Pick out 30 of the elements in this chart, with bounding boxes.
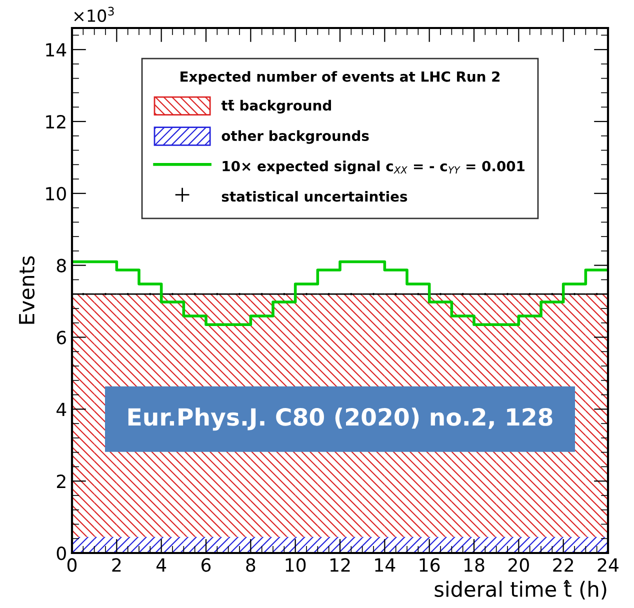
x-tick-label: 14 <box>375 558 396 572</box>
legend-label: tt̄ background <box>221 100 331 114</box>
x-tick-label: 10 <box>286 558 306 572</box>
y-axis-title: Events <box>19 256 35 324</box>
y-tick-label: 6 <box>56 330 66 344</box>
x-tick-label: 16 <box>420 558 440 572</box>
legend-label: 10× expected signal c$_{XX}$ = - c$_{YY}$ = 0.001 <box>222 160 524 174</box>
y-tick-label: 10 <box>46 186 66 201</box>
x-tick-label: 4 <box>156 558 166 572</box>
x-axis-title: sideral time t̂ (h) <box>434 580 606 600</box>
legend-title: Expected number of events at LHC Run 2 <box>180 71 500 85</box>
x-tick-label: 0 <box>67 558 77 572</box>
y-tick-label: 2 <box>56 474 66 488</box>
x-tick-label: 22 <box>553 558 574 572</box>
x-tick-label: 2 <box>112 558 121 572</box>
x-tick-label: 6 <box>202 558 211 572</box>
annotation: Eur.Phys.J. C80 (2020) no.2, 128 <box>128 408 552 431</box>
x-tick-label: 12 <box>330 558 350 572</box>
y-tick-label: 0 <box>56 546 66 560</box>
x-tick-label: 24 <box>598 558 618 572</box>
text: ×10$^{3}$ <box>74 6 114 22</box>
y-tick-label: 4 <box>56 402 66 416</box>
y-tick-label: 8 <box>56 258 66 272</box>
y-tick-label: 12 <box>46 114 66 128</box>
x-tick-label: 20 <box>508 558 529 572</box>
legend-label: other backgrounds <box>222 130 369 144</box>
x-tick-label: 18 <box>464 558 484 572</box>
x-tick-label: 8 <box>246 558 256 572</box>
y-tick-label: 14 <box>46 43 66 56</box>
annotation: statistical uncertainties <box>222 190 408 202</box>
